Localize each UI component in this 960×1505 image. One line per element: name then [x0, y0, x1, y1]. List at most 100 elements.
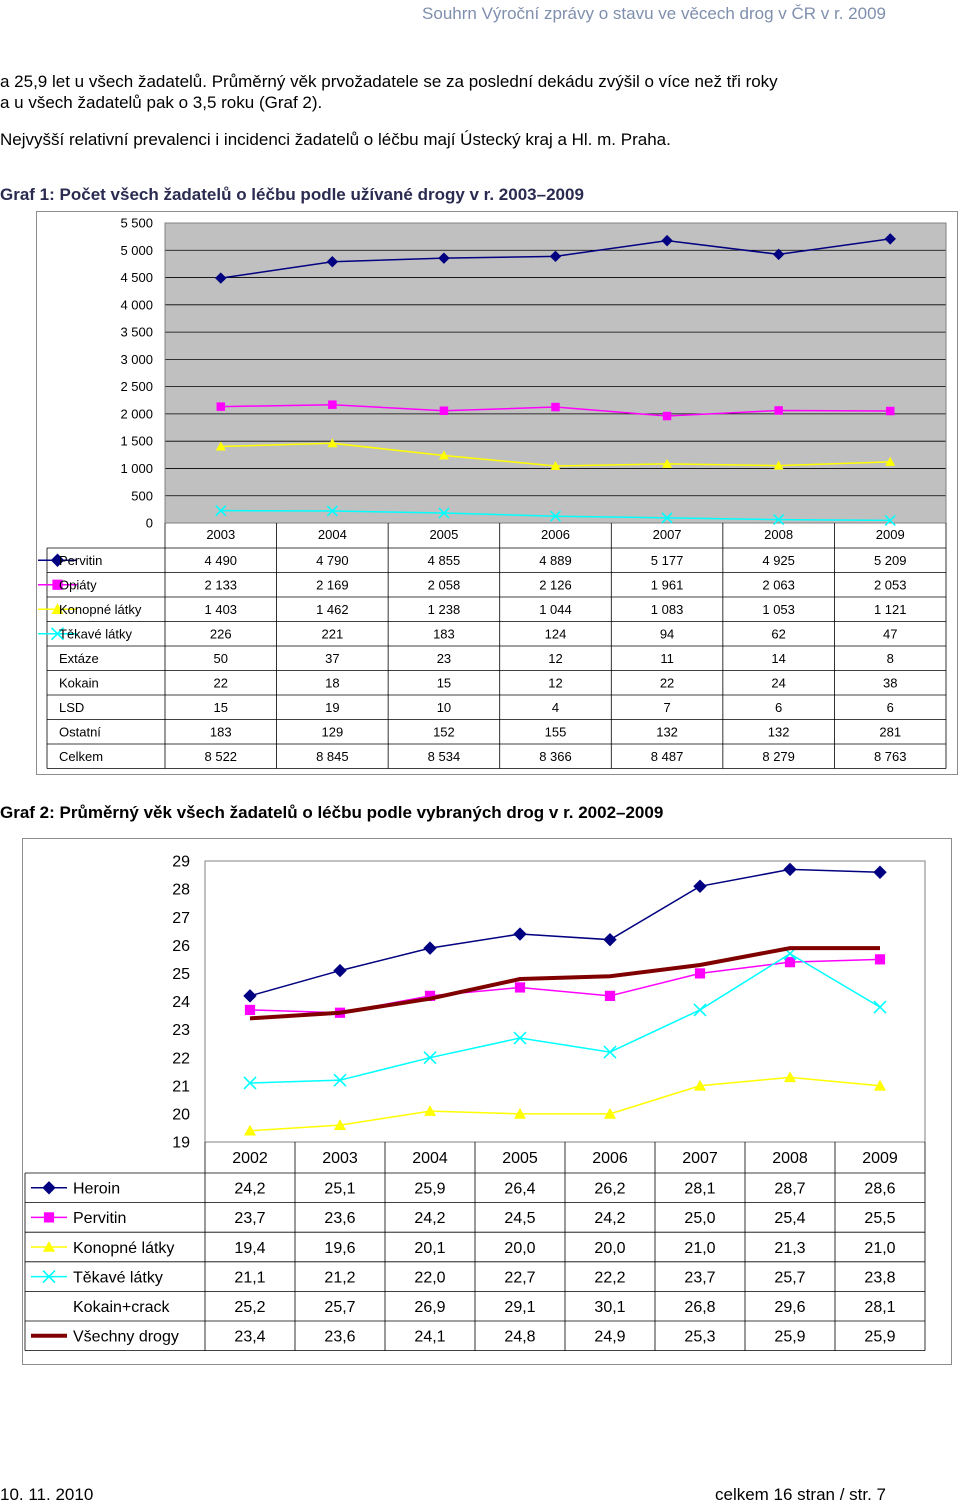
g2-point-Konopné látky — [874, 1079, 886, 1091]
g1-plot-area — [165, 223, 946, 523]
g2-cell: 24,1 — [414, 1329, 445, 1346]
g1-row-label: LSD — [59, 700, 84, 715]
g2-point-Konopné látky — [694, 1079, 706, 1091]
g1-cell: 94 — [660, 626, 674, 641]
g2-point-Heroin — [333, 963, 347, 978]
g2-cell: 25,9 — [414, 1181, 445, 1198]
g1-point-Pervitin — [215, 272, 227, 284]
g1-cell: 23 — [437, 651, 451, 666]
graph1-chart: 0 500 1 000 1 500 2 000 2 500 3 000 3 500 4 000 4… — [38, 216, 947, 769]
g2-series-line-Konopné látky — [249, 1076, 881, 1132]
g1-cell: 5 209 — [874, 553, 907, 568]
g2-point-Těkavé látky — [513, 1031, 527, 1045]
g2-row-label: Kokain+crack — [73, 1299, 170, 1316]
g2-cell: 23,6 — [324, 1210, 355, 1227]
g1-cell: 1 053 — [762, 602, 795, 617]
g1-point-Těkavé látky — [438, 507, 450, 519]
g2-point-Konopné látky — [514, 1107, 526, 1119]
g1-cell: 19 — [325, 700, 339, 715]
g1-point-Konopné látky — [662, 458, 673, 468]
g1-cell: 132 — [656, 724, 678, 739]
g1-row-label: Pervitin — [59, 553, 102, 568]
g1-point-Těkavé látky — [549, 510, 562, 522]
g1-cell: 8 366 — [539, 749, 572, 764]
g2-point-Pervitin — [694, 968, 706, 979]
g2-row-label: Pervitin — [73, 1210, 126, 1227]
g1-point-Konopné látky — [215, 441, 226, 451]
g2-point-Pervitin — [514, 982, 526, 993]
g1-cell: 1 044 — [539, 602, 572, 617]
g2-cell: 19,6 — [324, 1240, 355, 1257]
g2-series-line-Pervitin — [249, 958, 881, 1014]
g1-y-tick-label: 4 500 — [120, 270, 153, 285]
g1-point-Opiáty — [774, 406, 783, 415]
g1-cell: 281 — [879, 724, 901, 739]
g2-series-line-Těkavé látky — [249, 952, 881, 1084]
g2-point-Heroin — [603, 932, 617, 947]
g1-point-Těkavé látky — [661, 512, 673, 524]
g1-cell: 37 — [325, 651, 339, 666]
g2-cell: 25,9 — [864, 1329, 895, 1346]
g1-cell: 8 534 — [428, 749, 461, 764]
g1-cell: 1 961 — [651, 577, 684, 592]
g2-y-tick-label: 29 — [172, 854, 190, 871]
g1-y-tick-label: 1 000 — [120, 461, 153, 476]
g2-y-tick-label: 24 — [172, 994, 190, 1011]
g1-cell: 183 — [210, 724, 232, 739]
g2-point-Heroin — [513, 927, 527, 941]
g1-cell: 12 — [548, 651, 562, 666]
g2-y-tick-label: 23 — [172, 1022, 190, 1039]
g2-cell: 24,9 — [594, 1329, 625, 1346]
g2-point-Pervitin — [424, 990, 436, 1001]
g2-cell: 21,0 — [864, 1240, 895, 1257]
g1-point-Pervitin — [326, 256, 339, 268]
running-header: Souhrn Výroční zprávy o stavu ve věcech … — [422, 4, 886, 23]
g1-point-Konopné látky — [327, 438, 338, 448]
g2-cell: 20,0 — [504, 1240, 535, 1257]
g2-category-label: 2004 — [412, 1150, 448, 1167]
g1-cell: 38 — [883, 675, 897, 690]
g2-y-tick-label: 28 — [172, 882, 190, 899]
g1-cell: 129 — [322, 724, 344, 739]
g2-cell: 28,7 — [774, 1181, 805, 1198]
g2-cell: 30,1 — [594, 1299, 625, 1316]
g2-cell: 25,5 — [864, 1210, 895, 1227]
g2-cell: 26,8 — [684, 1299, 715, 1316]
g2-category-label: 2005 — [502, 1150, 538, 1167]
body-line-1: a 25,9 let u všech žadatelů. Průměrný vě… — [0, 72, 778, 91]
g1-legend-key-Pervitin — [38, 553, 77, 567]
g1-category-label: 2004 — [318, 527, 347, 542]
g1-point-Konopné látky — [438, 450, 449, 460]
g1-category-label: 2003 — [206, 527, 235, 542]
g2-point-Heroin — [783, 862, 797, 877]
g2-category-label: 2002 — [232, 1150, 268, 1167]
g1-y-tick-label: 2 500 — [120, 379, 153, 394]
g1-legend-key-Opiáty — [38, 579, 77, 590]
g1-cell: 1 238 — [428, 602, 461, 617]
g2-cell: 24,2 — [234, 1181, 265, 1198]
g1-cell: 226 — [210, 626, 232, 641]
g2-cell: 23,6 — [324, 1329, 355, 1346]
g1-cell: 47 — [883, 626, 897, 641]
graph1-chart-frame: 0 500 1 000 1 500 2 000 2 500 3 000 3 500 4 000 4… — [36, 211, 958, 775]
g2-cell: 22,7 — [504, 1269, 535, 1286]
g2-cell: 24,5 — [504, 1210, 535, 1227]
g2-series-line-Heroin — [249, 868, 881, 997]
g1-cell: 221 — [322, 626, 344, 641]
g1-cell: 2 169 — [316, 577, 349, 592]
g2-point-Konopné látky — [334, 1119, 346, 1130]
g1-y-tick-label: 5 000 — [120, 243, 153, 258]
g1-cell: 124 — [545, 626, 567, 641]
g2-cell: 25,0 — [684, 1210, 715, 1227]
g1-row-label: Kokain — [59, 675, 99, 690]
g1-cell: 2 126 — [539, 577, 572, 592]
g1-cell: 1 121 — [874, 602, 907, 617]
g2-cell: 24,2 — [594, 1210, 625, 1227]
g1-cell: 4 — [552, 700, 559, 715]
g1-point-Těkavé látky — [773, 514, 785, 526]
g1-point-Těkavé látky — [215, 505, 227, 517]
g1-point-Pervitin — [549, 250, 562, 263]
g1-cell: 22 — [214, 675, 228, 690]
g2-series-line-Všechny drogy — [249, 946, 880, 1021]
body-line-3: Nejvyšší relativní prevalenci i incidenc… — [0, 130, 671, 149]
